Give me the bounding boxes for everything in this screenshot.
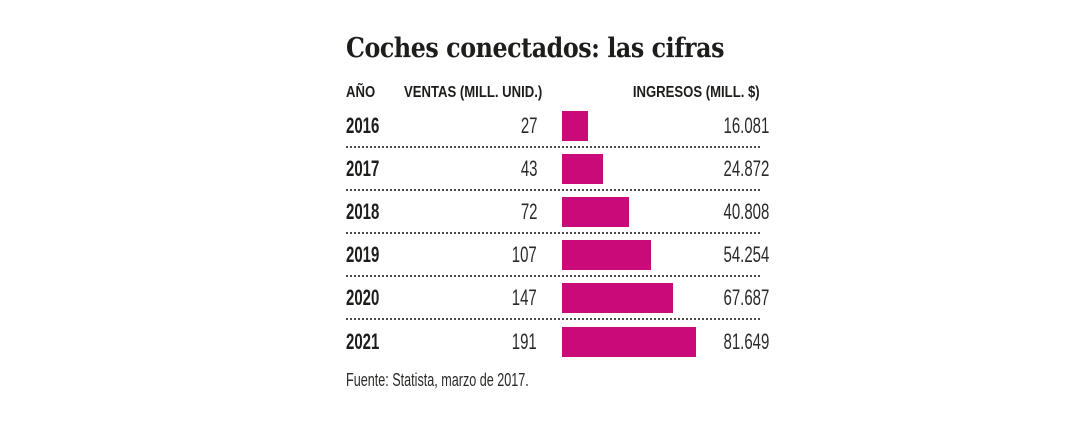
- column-header-year: AÑO: [346, 84, 376, 101]
- ingresos-bar: [562, 153, 603, 184]
- source-note-text: Fuente: Statista, marzo de 2017.: [346, 370, 529, 390]
- table-body: 2016 27 16.081 2017 43 24.872 2018: [346, 105, 769, 363]
- ingresos-bar: [562, 326, 696, 357]
- page-title-text: Coches conectados: las cifras: [346, 33, 725, 64]
- bar-cell: [562, 282, 702, 313]
- ventas-cell: 27: [520, 112, 537, 138]
- bar-cell: [562, 196, 702, 227]
- bar-cell: [562, 239, 702, 270]
- table-row: 2020 147 67.687: [346, 277, 769, 320]
- table-row: 2019 107 54.254: [346, 234, 769, 277]
- column-header-ingresos: INGRESOS (MILL. $): [633, 84, 760, 101]
- year-cell: 2020: [346, 284, 380, 310]
- table-row: 2021 191 81.649: [346, 320, 769, 363]
- ingresos-cell: 16.081: [723, 112, 770, 138]
- year-cell: 2017: [346, 155, 380, 181]
- ventas-cell: 147: [512, 284, 537, 310]
- year-cell: 2018: [346, 198, 380, 224]
- ventas-cell: 191: [512, 328, 537, 354]
- ventas-cell: 43: [520, 155, 537, 181]
- source-note: Fuente: Statista, marzo de 2017.: [346, 370, 760, 391]
- year-cell: 2021: [346, 328, 380, 354]
- table-header-row: AÑO VENTAS (MILL. UNID.) INGRESOS (MILL.…: [346, 68, 760, 105]
- bar-cell: [562, 326, 702, 357]
- ingresos-cell: 24.872: [723, 155, 770, 181]
- ingresos-cell: 81.649: [723, 328, 770, 354]
- ingresos-bar: [562, 110, 588, 141]
- bar-cell: [562, 110, 702, 141]
- ingresos-bar: [562, 282, 673, 313]
- ventas-cell: 107: [512, 241, 537, 267]
- table-row: 2016 27 16.081: [346, 105, 769, 148]
- ingresos-cell: 67.687: [723, 284, 770, 310]
- ingresos-cell: 40.808: [723, 198, 770, 224]
- ingresos-cell: 54.254: [723, 241, 770, 267]
- connected-cars-figure: Coches conectados: las cifras AÑO VENTAS…: [346, 34, 769, 391]
- ventas-cell: 72: [520, 198, 537, 224]
- column-header-ventas: VENTAS (MILL. UNID.): [404, 84, 543, 101]
- year-cell: 2016: [346, 112, 380, 138]
- table-row: 2017 43 24.872: [346, 148, 769, 191]
- table-row: 2018 72 40.808: [346, 191, 769, 234]
- ingresos-bar: [562, 239, 651, 270]
- ingresos-bar: [562, 196, 629, 227]
- bar-cell: [562, 153, 702, 184]
- year-cell: 2019: [346, 241, 380, 267]
- page-title: Coches conectados: las cifras: [346, 34, 760, 68]
